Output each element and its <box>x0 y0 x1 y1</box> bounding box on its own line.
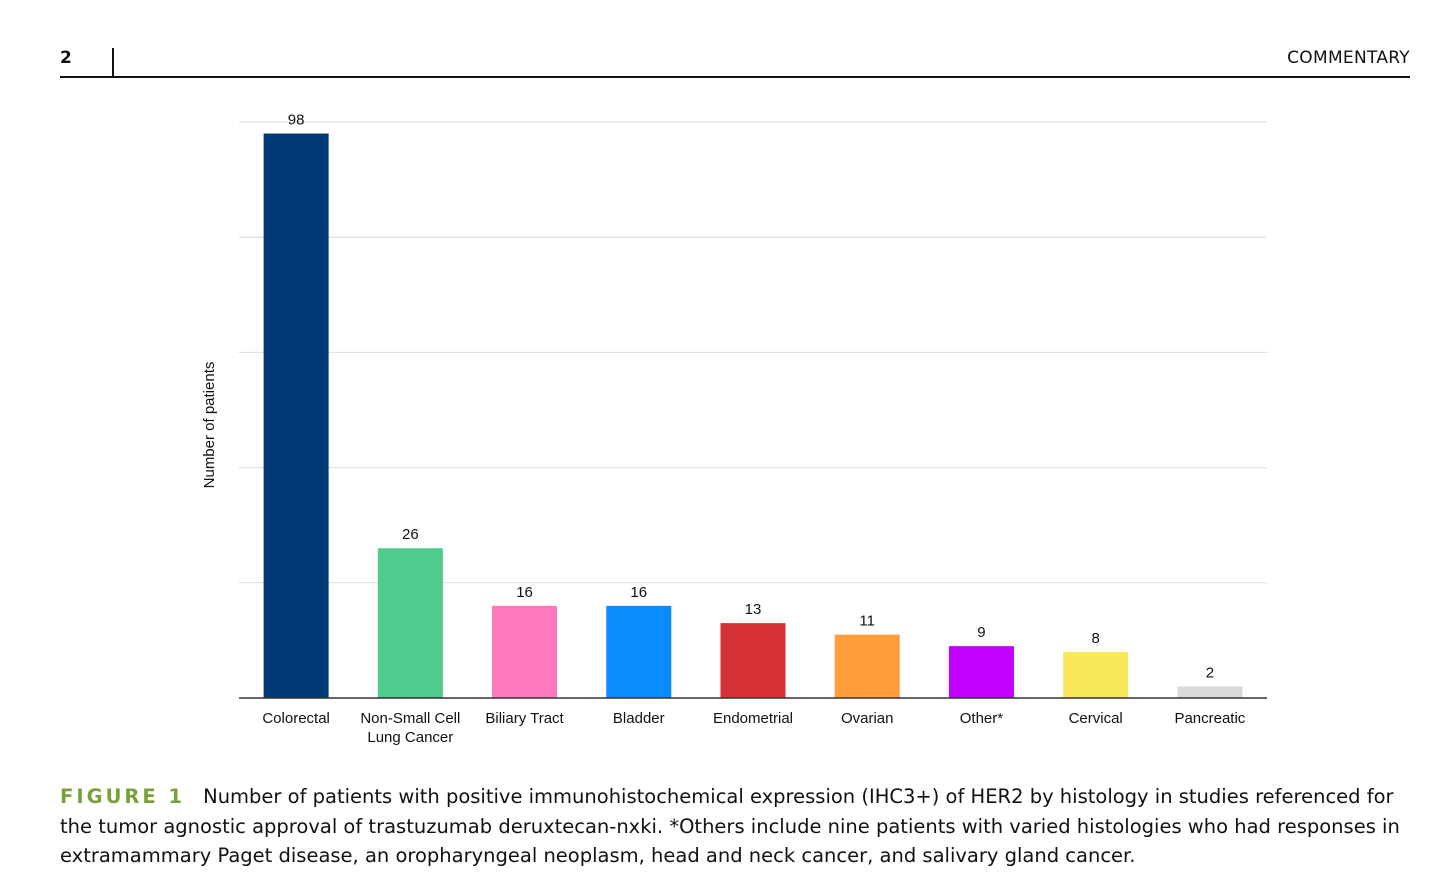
bar <box>1177 686 1243 698</box>
bar <box>606 605 672 698</box>
tick-label: Pancreatic <box>1174 710 1245 727</box>
tick-label: Non-Small Cell <box>360 710 460 727</box>
tick-label: Biliary Tract <box>485 710 564 727</box>
y-axis-label: Number of patients <box>201 362 218 489</box>
data-label: 9 <box>977 624 985 641</box>
bar <box>834 634 900 698</box>
header-divider <box>112 48 114 76</box>
bar <box>377 548 443 698</box>
bar <box>720 623 786 698</box>
bar-chart: Number of patients98Colorectal26Non-Smal… <box>201 112 1267 746</box>
data-label: 16 <box>516 584 533 601</box>
data-label: 98 <box>288 112 305 129</box>
bar <box>492 605 558 698</box>
data-label: 2 <box>1206 664 1214 681</box>
tick-label: Other* <box>960 710 1004 727</box>
tick-label: Lung Cancer <box>367 729 453 746</box>
data-label: 16 <box>630 584 647 601</box>
tick-label: Endometrial <box>713 710 793 727</box>
data-label: 11 <box>859 613 875 630</box>
tick-label: Ovarian <box>841 710 894 727</box>
tick-label: Bladder <box>613 710 665 727</box>
data-label: 8 <box>1091 630 1099 647</box>
tick-label: Colorectal <box>262 710 330 727</box>
bar <box>948 646 1014 698</box>
data-label: 26 <box>402 526 419 543</box>
data-label: 13 <box>745 601 762 618</box>
figure-caption: FIGURE 1 Number of patients with positive… <box>60 782 1410 871</box>
caption-text: Number of patients with positive immunoh… <box>60 785 1400 867</box>
section-title: COMMENTARY <box>1287 48 1410 68</box>
page-header: 2 COMMENTARY <box>60 40 1410 78</box>
page-number: 2 <box>60 48 72 68</box>
tick-label: Cervical <box>1069 710 1123 727</box>
bar <box>1063 651 1129 698</box>
bar <box>263 133 329 698</box>
figure-label: FIGURE 1 <box>60 785 186 808</box>
